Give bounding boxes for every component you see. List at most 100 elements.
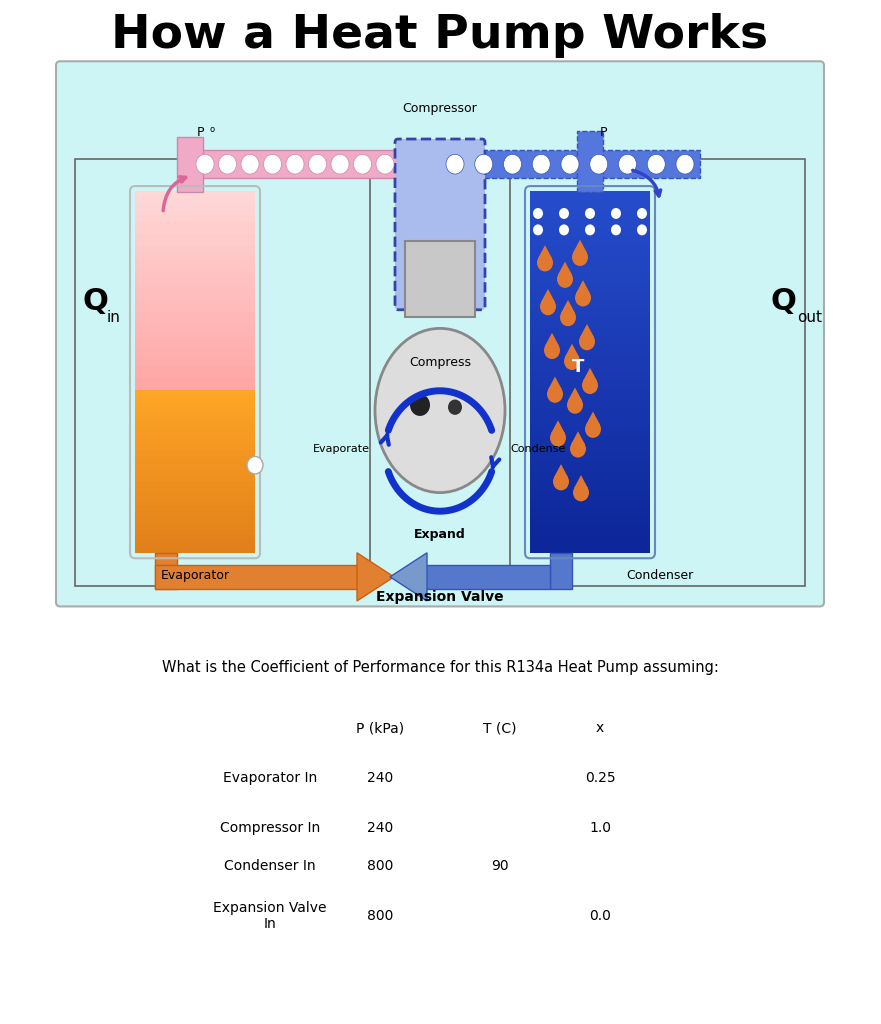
Bar: [530, 191, 650, 201]
Bar: [135, 305, 255, 312]
Circle shape: [533, 224, 543, 236]
Bar: [530, 535, 650, 544]
Bar: [530, 381, 650, 390]
Bar: [135, 311, 255, 318]
Circle shape: [446, 155, 464, 174]
Bar: [530, 353, 650, 364]
Text: P: P: [197, 126, 204, 139]
Text: $\mathbf{Q}$: $\mathbf{Q}$: [82, 286, 108, 316]
Circle shape: [570, 440, 586, 458]
Circle shape: [286, 155, 304, 174]
Bar: [530, 263, 650, 272]
Bar: [135, 390, 255, 396]
Circle shape: [376, 155, 394, 174]
Bar: [530, 227, 650, 237]
Polygon shape: [568, 387, 582, 400]
Polygon shape: [548, 377, 562, 390]
Text: Evaporator In: Evaporator In: [223, 771, 317, 785]
Circle shape: [448, 399, 462, 415]
Polygon shape: [561, 300, 575, 313]
Bar: [135, 516, 255, 522]
Bar: [135, 474, 255, 480]
Bar: [135, 468, 255, 474]
Circle shape: [618, 155, 636, 174]
Circle shape: [582, 377, 598, 394]
Bar: [75, 159, 370, 586]
Bar: [135, 510, 255, 517]
Ellipse shape: [375, 329, 505, 493]
Text: Evaporate: Evaporate: [313, 443, 370, 454]
Bar: [135, 401, 255, 409]
Circle shape: [585, 224, 595, 236]
Bar: [530, 344, 650, 354]
Bar: [530, 390, 650, 399]
Circle shape: [504, 155, 522, 174]
Bar: [135, 504, 255, 511]
Circle shape: [575, 289, 591, 306]
Bar: [135, 395, 255, 402]
Bar: [135, 282, 255, 288]
Bar: [177, 137, 203, 191]
Text: Compress: Compress: [409, 355, 471, 369]
Polygon shape: [551, 420, 565, 433]
Circle shape: [560, 308, 576, 327]
Bar: [135, 245, 255, 252]
Bar: [135, 221, 255, 227]
Bar: [135, 275, 255, 282]
Bar: [135, 227, 255, 233]
Circle shape: [561, 155, 579, 174]
Circle shape: [572, 249, 588, 266]
Text: x: x: [596, 721, 604, 735]
Bar: [135, 528, 255, 535]
Text: Compressor: Compressor: [403, 102, 478, 115]
Bar: [135, 324, 255, 330]
Bar: [530, 308, 650, 318]
Bar: [530, 218, 650, 227]
Text: T (C): T (C): [484, 721, 517, 735]
Bar: [135, 299, 255, 306]
Bar: [135, 420, 255, 426]
Bar: [135, 293, 255, 300]
Bar: [135, 372, 255, 378]
Bar: [135, 462, 255, 469]
Polygon shape: [545, 333, 559, 346]
Polygon shape: [586, 412, 600, 425]
Bar: [135, 203, 255, 210]
Circle shape: [611, 208, 621, 219]
Bar: [135, 541, 255, 547]
Bar: [135, 522, 255, 528]
Bar: [530, 254, 650, 264]
Bar: [510, 159, 805, 586]
Circle shape: [540, 298, 556, 315]
Bar: [135, 197, 255, 204]
Circle shape: [557, 270, 573, 288]
Circle shape: [585, 208, 595, 219]
Bar: [135, 384, 255, 390]
Text: 1.0: 1.0: [589, 821, 611, 836]
Circle shape: [533, 208, 543, 219]
Bar: [530, 480, 650, 489]
Text: 240: 240: [366, 771, 393, 785]
Bar: [135, 493, 255, 499]
Text: What is the Coefficient of Performance for this R134a Heat Pump assuming:: What is the Coefficient of Performance f…: [161, 660, 718, 676]
Text: Compressor In: Compressor In: [220, 821, 320, 836]
Bar: [135, 342, 255, 348]
Bar: [550, 553, 572, 589]
Bar: [530, 272, 650, 282]
Text: Condense: Condense: [510, 443, 566, 454]
Circle shape: [611, 224, 621, 236]
Circle shape: [308, 155, 327, 174]
Text: P: P: [600, 126, 608, 139]
Text: Condenser In: Condenser In: [224, 858, 315, 872]
Bar: [530, 200, 650, 210]
Bar: [155, 553, 177, 589]
Bar: [530, 453, 650, 463]
Bar: [530, 426, 650, 435]
Polygon shape: [576, 281, 590, 293]
Bar: [530, 317, 650, 327]
Bar: [135, 191, 255, 198]
Circle shape: [564, 352, 580, 370]
Text: $\mathbf{Q}$: $\mathbf{Q}$: [770, 286, 796, 316]
Circle shape: [559, 208, 569, 219]
Polygon shape: [565, 344, 579, 356]
